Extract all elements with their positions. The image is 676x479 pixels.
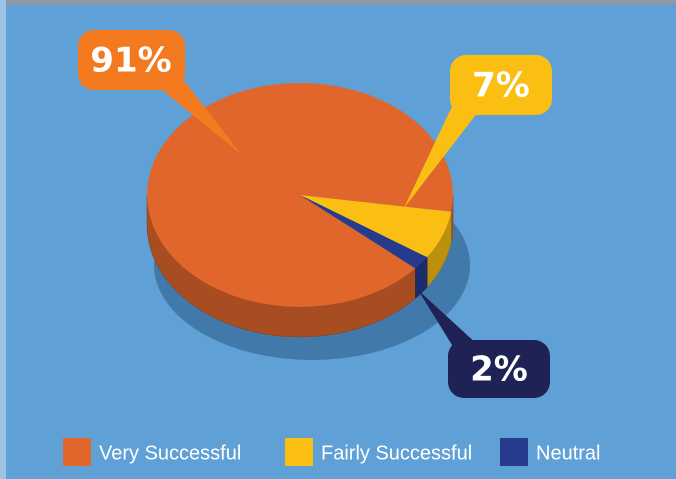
- callout-box: [450, 55, 552, 115]
- pie: [146, 83, 454, 338]
- value-label: 2%: [470, 350, 528, 390]
- callout-pointer: [404, 100, 478, 208]
- legend-swatch: [285, 438, 313, 466]
- callout: 7%: [404, 55, 552, 208]
- legend-label: Fairly Successful: [321, 442, 472, 464]
- value-label: 7%: [472, 66, 530, 106]
- legend-label: Neutral: [536, 442, 600, 464]
- callout-box: [448, 340, 550, 398]
- legend-swatch: [500, 438, 528, 466]
- callout: 91%: [78, 30, 242, 155]
- slice: [300, 195, 428, 269]
- left-edge: [0, 0, 6, 479]
- callout-pointer: [150, 80, 242, 155]
- callout: 2%: [418, 290, 550, 398]
- slice: [300, 195, 452, 258]
- legend-label: Very Successful: [99, 442, 241, 464]
- callout-box: [78, 30, 185, 90]
- legend: Very Successful Fairly Successful Neutral: [63, 438, 600, 466]
- callout-pointer: [418, 290, 478, 345]
- legend-swatch: [63, 438, 91, 466]
- top-strip: [0, 0, 676, 5]
- value-label: 91%: [90, 41, 171, 81]
